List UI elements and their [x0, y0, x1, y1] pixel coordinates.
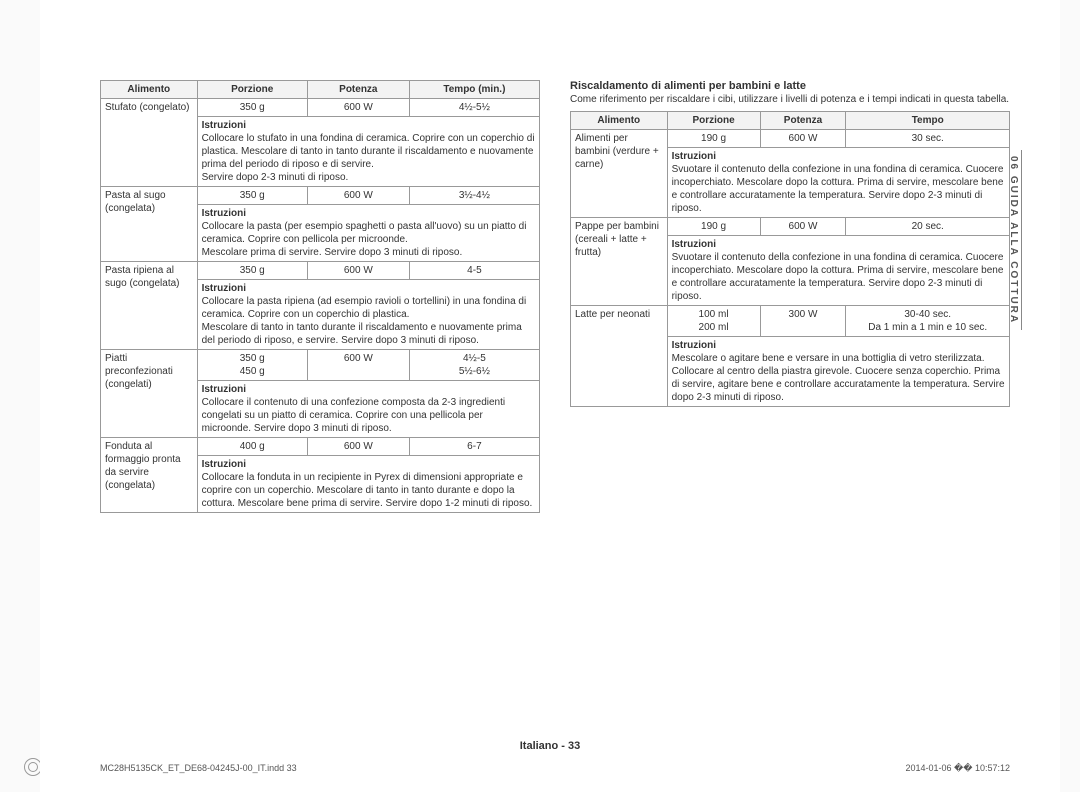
value-cell: 600 W — [760, 218, 846, 236]
value-cell: 400 g — [197, 438, 307, 456]
value-cell: 30 sec. — [846, 130, 1010, 148]
food-cell: Piatti preconfezionati (congelati) — [101, 350, 198, 438]
value-cell: 600 W — [307, 262, 409, 280]
table-header-row: Alimento Porzione Potenza Tempo — [571, 112, 1010, 130]
right-column: Riscaldamento di alimenti per bambini e … — [570, 80, 1010, 513]
col-food: Alimento — [571, 112, 668, 130]
table-row: Latte per neonati100 ml 200 ml300 W30-40… — [571, 306, 1010, 337]
food-cell: Latte per neonati — [571, 306, 668, 407]
instruction-label: Istruzioni — [672, 239, 716, 250]
value-cell: 350 g — [197, 262, 307, 280]
food-cell: Pappe per bambini (cereali + latte + fru… — [571, 218, 668, 306]
instruction-label: Istruzioni — [672, 151, 716, 162]
value-cell: 100 ml 200 ml — [667, 306, 760, 337]
instruction-cell: Istruzioni Svuotare il contenuto della co… — [667, 236, 1009, 306]
baby-food-title: Riscaldamento di alimenti per bambini e … — [570, 80, 1010, 92]
table-row: Pappe per bambini (cereali + latte + fru… — [571, 218, 1010, 236]
print-timestamp: 2014-01-06 �� 10:57:12 — [905, 763, 1010, 774]
food-cell: Stufato (congelato) — [101, 99, 198, 187]
baby-food-intro: Come riferimento per riscaldare i cibi, … — [570, 94, 1010, 105]
instruction-label: Istruzioni — [672, 340, 716, 351]
value-cell: 4½-5½ — [409, 99, 539, 117]
print-file: MC28H5135CK_ET_DE68-04245J-00_IT.indd 33 — [100, 763, 297, 774]
food-cell: Alimenti per bambini (verdure + carne) — [571, 130, 668, 218]
value-cell: 3½-4½ — [409, 187, 539, 205]
col-time: Tempo (min.) — [409, 81, 539, 99]
value-cell: 4-5 — [409, 262, 539, 280]
instruction-cell: Istruzioni Collocare la fonduta in un rec… — [197, 456, 539, 513]
instruction-cell: Istruzioni Collocare la pasta ripiena (ad… — [197, 280, 539, 350]
value-cell: 600 W — [307, 438, 409, 456]
instruction-text: Collocare la pasta (per esempio spaghett… — [202, 221, 527, 258]
value-cell: 20 sec. — [846, 218, 1010, 236]
col-power: Potenza — [760, 112, 846, 130]
chapter-tab: 06 GUIDA ALLA COTTURA — [1006, 150, 1022, 330]
reheating-table: Alimento Porzione Potenza Tempo (min.) S… — [100, 80, 540, 513]
value-cell: 190 g — [667, 130, 760, 148]
value-cell: 600 W — [307, 350, 409, 381]
table-header-row: Alimento Porzione Potenza Tempo (min.) — [101, 81, 540, 99]
table-row: Fonduta al formaggio pronta da servire (… — [101, 438, 540, 456]
instruction-label: Istruzioni — [202, 384, 246, 395]
table-row: Pasta al sugo (congelata)350 g600 W3½-4½ — [101, 187, 540, 205]
value-cell: 350 g 450 g — [197, 350, 307, 381]
two-column-layout: Alimento Porzione Potenza Tempo (min.) S… — [100, 80, 1010, 513]
instruction-text: Collocare la pasta ripiena (ad esempio r… — [202, 296, 527, 346]
instruction-cell: Istruzioni Collocare lo stufato in una fo… — [197, 117, 539, 187]
instruction-cell: Istruzioni Mescolare o agitare bene e ver… — [667, 337, 1009, 407]
value-cell: 600 W — [307, 99, 409, 117]
baby-food-table: Alimento Porzione Potenza Tempo Alimenti… — [570, 111, 1010, 407]
print-metadata: MC28H5135CK_ET_DE68-04245J-00_IT.indd 33… — [100, 763, 1010, 774]
col-portion: Porzione — [667, 112, 760, 130]
instruction-text: Collocare lo stufato in una fondina di c… — [202, 133, 535, 183]
table-row: Pasta ripiena al sugo (congelata)350 g60… — [101, 262, 540, 280]
page-footer: Italiano - 33 — [40, 740, 1060, 752]
instruction-cell: Istruzioni Svuotare il contenuto della co… — [667, 148, 1009, 218]
document-page: Alimento Porzione Potenza Tempo (min.) S… — [40, 0, 1060, 792]
food-cell: Fonduta al formaggio pronta da servire (… — [101, 438, 198, 513]
col-time: Tempo — [846, 112, 1010, 130]
value-cell: 350 g — [197, 99, 307, 117]
table-row: Alimenti per bambini (verdure + carne)19… — [571, 130, 1010, 148]
food-cell: Pasta al sugo (congelata) — [101, 187, 198, 262]
instruction-label: Istruzioni — [202, 459, 246, 470]
col-power: Potenza — [307, 81, 409, 99]
food-cell: Pasta ripiena al sugo (congelata) — [101, 262, 198, 350]
instruction-text: Mescolare o agitare bene e versare in un… — [672, 353, 1005, 403]
col-portion: Porzione — [197, 81, 307, 99]
value-cell: 350 g — [197, 187, 307, 205]
table-row: Stufato (congelato)350 g600 W4½-5½ — [101, 99, 540, 117]
value-cell: 300 W — [760, 306, 846, 337]
value-cell: 30-40 sec. Da 1 min a 1 min e 10 sec. — [846, 306, 1010, 337]
instruction-label: Istruzioni — [202, 120, 246, 131]
left-column: Alimento Porzione Potenza Tempo (min.) S… — [100, 80, 540, 513]
value-cell: 4½-5 5½-6½ — [409, 350, 539, 381]
instruction-text: Svuotare il contenuto della confezione i… — [672, 164, 1004, 214]
value-cell: 600 W — [307, 187, 409, 205]
instruction-text: Collocare la fonduta in un recipiente in… — [202, 472, 533, 509]
table-row: Piatti preconfezionati (congelati)350 g … — [101, 350, 540, 381]
value-cell: 190 g — [667, 218, 760, 236]
instruction-cell: Istruzioni Collocare il contenuto di una … — [197, 381, 539, 438]
value-cell: 600 W — [760, 130, 846, 148]
col-food: Alimento — [101, 81, 198, 99]
value-cell: 6-7 — [409, 438, 539, 456]
instruction-text: Collocare il contenuto di una confezione… — [202, 397, 506, 434]
instruction-text: Svuotare il contenuto della confezione i… — [672, 252, 1004, 302]
instruction-label: Istruzioni — [202, 283, 246, 294]
instruction-cell: Istruzioni Collocare la pasta (per esempi… — [197, 205, 539, 262]
instruction-label: Istruzioni — [202, 208, 246, 219]
